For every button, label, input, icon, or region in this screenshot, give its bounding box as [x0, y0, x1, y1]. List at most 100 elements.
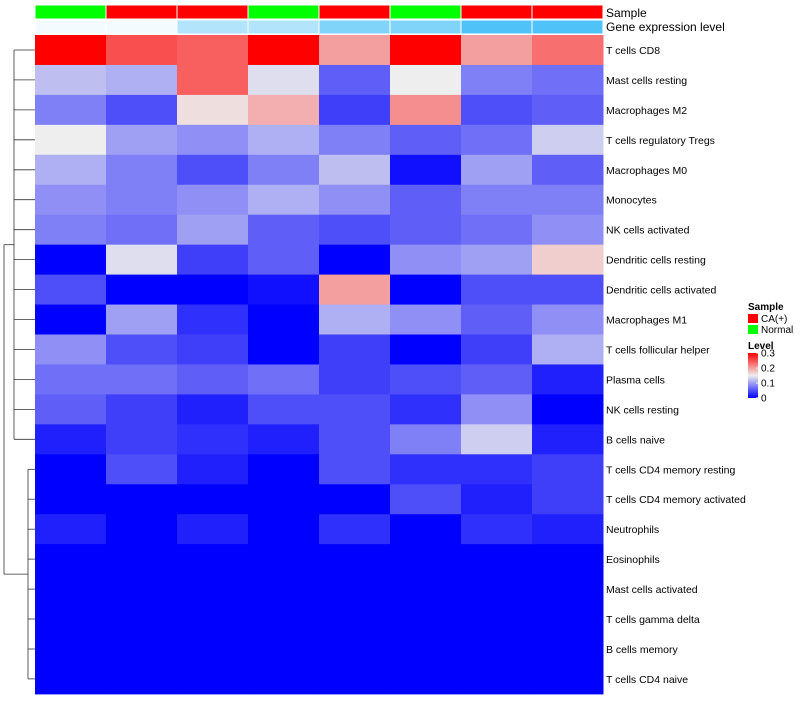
row-labels: T cells CD8 Mast cells resting Macrophages…: [606, 45, 746, 686]
heatmap-cell: [35, 274, 107, 306]
level-tick-label: 0: [761, 394, 767, 405]
heatmap-cell: [106, 514, 178, 545]
heatmap-cell: [35, 35, 107, 66]
heatmap-cell: [319, 35, 391, 66]
row-label: Macrophages M0: [606, 165, 687, 177]
heatmap-cell: [319, 604, 391, 635]
expression-annotation-cell: [460, 19, 533, 35]
row-label: Mast cells resting: [606, 75, 687, 87]
heatmap-cell: [461, 364, 533, 395]
heatmap-cell: [532, 274, 604, 306]
heatmap-cell: [319, 64, 391, 96]
heatmap-cell: [532, 514, 604, 545]
heatmap-cell: [319, 334, 391, 365]
heatmap-cell: [461, 154, 533, 186]
heatmap-cell: [532, 35, 604, 66]
heatmap-cell: [106, 154, 178, 186]
level-legend-title: Level: [748, 341, 774, 352]
heatmap-cell: [248, 424, 320, 455]
sample-track-label: Sample: [606, 6, 647, 20]
heatmap-cell: [248, 394, 320, 425]
heatmap-cell: [248, 334, 320, 365]
heatmap-cell: [390, 484, 462, 515]
heatmap-cell: [461, 274, 533, 306]
heatmap-cell: [461, 304, 533, 335]
heatmap-cell: [390, 214, 462, 246]
row-label: Mast cells activated: [606, 584, 698, 596]
heatmap-cell: [177, 334, 249, 365]
heatmap-cell: [248, 604, 320, 635]
heatmap-cell: [248, 514, 320, 545]
heatmap-cell: [390, 94, 462, 126]
heatmap-cell: [35, 484, 107, 515]
expression-track-label: Gene expression level: [606, 20, 725, 34]
heatmap-cell: [248, 214, 320, 246]
row-dendrogram: [3, 49, 35, 680]
heatmap-cell: [248, 484, 320, 515]
row-label: Macrophages M1: [606, 315, 687, 327]
heatmap-cell: [106, 604, 178, 635]
heatmap-cell: [319, 574, 391, 605]
expression-annotation-cell: [247, 19, 320, 35]
heatmap-cell: [319, 364, 391, 395]
row-label: Eosinophils: [606, 554, 660, 566]
heatmap-cell: [35, 663, 107, 695]
heatmap-cell: [390, 364, 462, 395]
heatmap-cell: [319, 244, 391, 276]
heatmap-cell: [390, 64, 462, 96]
heatmap-cell: [532, 334, 604, 365]
heatmap-cell: [319, 304, 391, 335]
heatmap-cell: [35, 334, 107, 365]
heatmap-cell: [35, 364, 107, 395]
legend: Sample CA(+) Normal Level 0.3 0.2 0.1 0: [748, 302, 793, 405]
heatmap-cell: [35, 244, 107, 276]
heatmap-cell: [461, 663, 533, 695]
heatmap-cell: [532, 184, 604, 216]
expression-annotation-cell: [176, 19, 249, 35]
heatmap-cell: [390, 394, 462, 425]
heatmap-cell: [177, 154, 249, 186]
heatmap-cell: [390, 154, 462, 186]
heatmap-cell: [461, 124, 533, 156]
heatmap-cell: [177, 244, 249, 276]
heatmap-cell: [319, 424, 391, 455]
heatmap-cell: [461, 35, 533, 66]
heatmap-cell: [35, 634, 107, 665]
heatmap-cell: [532, 394, 604, 425]
heatmap-cell: [532, 574, 604, 605]
heatmap-cell: [177, 514, 249, 545]
heatmap-cell: [248, 274, 320, 306]
heatmap-cell: [319, 484, 391, 515]
expression-annotation-cell: [389, 19, 462, 35]
annotation-tracks: [34, 4, 604, 35]
heatmap-cell: [35, 424, 107, 455]
heatmap-cell: [319, 514, 391, 545]
heatmap-cell: [390, 663, 462, 695]
heatmap-cell: [106, 184, 178, 216]
heatmap-cell: [532, 64, 604, 96]
row-label: NK cells activated: [606, 225, 690, 237]
heatmap-cell: [106, 364, 178, 395]
sample-annotation-cell: [176, 4, 249, 20]
heatmap-cell: [532, 544, 604, 575]
row-label: T cells follicular helper: [606, 345, 710, 357]
heatmap-cell: [532, 364, 604, 395]
heatmap-cell: [248, 544, 320, 575]
heatmap-cell: [35, 124, 107, 156]
row-label: T cells CD8: [606, 45, 660, 57]
expression-annotation-cell: [34, 19, 107, 35]
heatmap-cell: [35, 214, 107, 246]
heatmap-cell: [35, 394, 107, 425]
heatmap-cell: [532, 484, 604, 515]
heatmap-cell: [177, 184, 249, 216]
heatmap-cell: [461, 424, 533, 455]
heatmap-cell: [106, 304, 178, 335]
heatmap-cell: [106, 334, 178, 365]
heatmap-cell: [532, 154, 604, 186]
heatmap-cell: [390, 334, 462, 365]
sample-legend-title: Sample: [748, 302, 784, 313]
heatmap-cell: [106, 124, 178, 156]
row-label: T cells CD4 memory activated: [606, 494, 746, 506]
heatmap-cell: [532, 634, 604, 665]
heatmap-cell: [248, 634, 320, 665]
